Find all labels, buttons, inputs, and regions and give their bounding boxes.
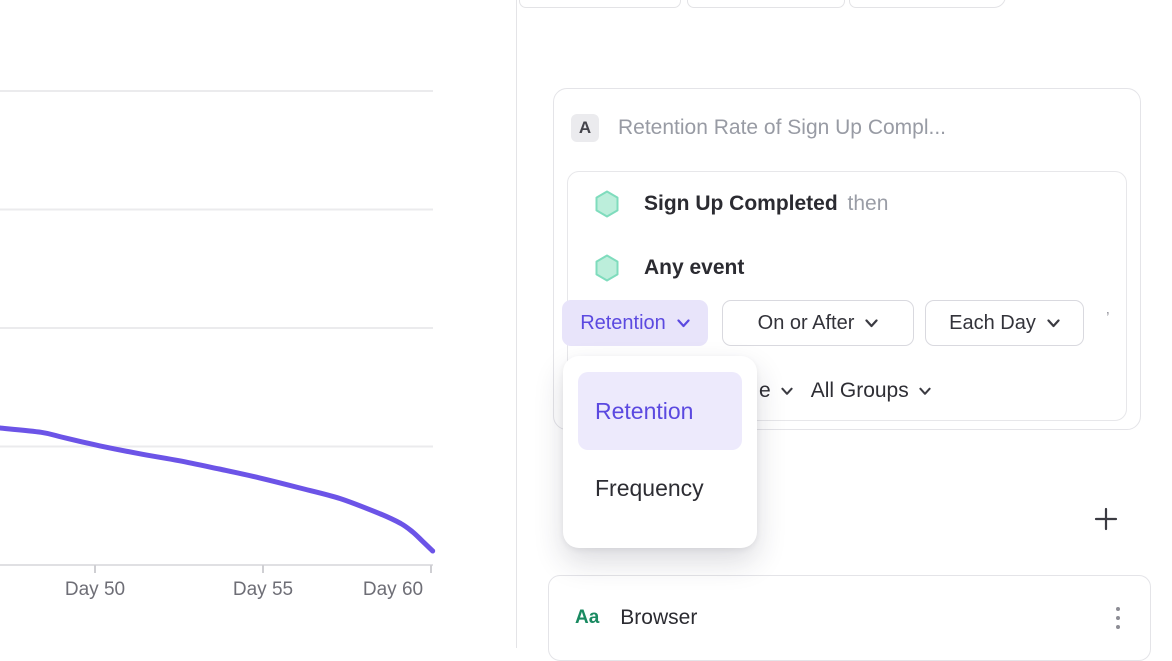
groups-dropdown-label: All Groups [810, 379, 909, 402]
groups-dropdown[interactable]: All Groups [811, 379, 931, 403]
on-or-after-dropdown[interactable]: On or After [722, 300, 914, 346]
add-button[interactable] [1092, 505, 1120, 533]
secondary-controls-row: e All Groups [759, 372, 931, 410]
query-title-row: A Retention Rate of Sign Up Compl... [571, 114, 946, 142]
x-axis-tick-label: Day 55 [232, 579, 294, 600]
clipped-dropdown[interactable]: e [759, 379, 793, 403]
retention-dropdown[interactable]: Retention [562, 300, 708, 346]
dropdown-label: Retention [580, 311, 666, 334]
dropdown-label: On or After [757, 311, 855, 334]
string-property-icon: Aa [575, 607, 600, 628]
plus-icon [1094, 507, 1118, 531]
metric-controls-row: Retention On or After Each Day [562, 300, 1084, 346]
x-axis-tick-label: Day 50 [64, 579, 126, 600]
event-hexagon-icon [594, 190, 620, 218]
event-row[interactable]: Sign Up Completed then [594, 190, 888, 218]
clipped-top-control-1[interactable] [519, 0, 681, 8]
event-hexagon-icon [594, 254, 620, 282]
event-name: Sign Up Completed [644, 192, 838, 215]
x-axis-tick-label: Day 60 [362, 579, 424, 600]
chevron-down-icon [677, 318, 690, 328]
menu-item-retention[interactable]: Retention [578, 372, 742, 450]
clipped-dropdown-fragment: e [759, 379, 771, 402]
panel-divider [516, 0, 517, 648]
chevron-down-icon [1047, 318, 1060, 328]
clipped-top-control-3[interactable] [849, 0, 1006, 8]
menu-item-frequency[interactable]: Frequency [595, 474, 704, 501]
query-title-input[interactable]: Retention Rate of Sign Up Compl... [618, 116, 947, 139]
clipped-control-fragment: ’ [1106, 310, 1110, 327]
breakdown-property-label[interactable]: Browser [620, 606, 698, 629]
retention-line-chart-canvas [0, 90, 436, 573]
event-suffix: then [841, 192, 889, 215]
event-name: Any event [644, 256, 745, 279]
series-badge: A [571, 114, 599, 142]
metric-type-menu: Retention Frequency [563, 356, 757, 548]
kebab-menu-icon[interactable] [1112, 601, 1124, 635]
retention-chart: Day 50 Day 55 Day 60 [0, 0, 517, 648]
dropdown-label: Each Day [949, 311, 1036, 334]
clipped-top-control-2[interactable] [687, 0, 845, 8]
event-group-card: Sign Up Completed then Any event [567, 171, 1127, 421]
event-row[interactable]: Any event [594, 254, 744, 282]
breakdown-card: Aa Browser [548, 575, 1151, 661]
retention-series-line [0, 425, 436, 554]
chevron-down-icon [919, 387, 931, 396]
chevron-down-icon [781, 387, 793, 396]
chevron-down-icon [865, 318, 878, 328]
each-day-dropdown[interactable]: Each Day [925, 300, 1084, 346]
